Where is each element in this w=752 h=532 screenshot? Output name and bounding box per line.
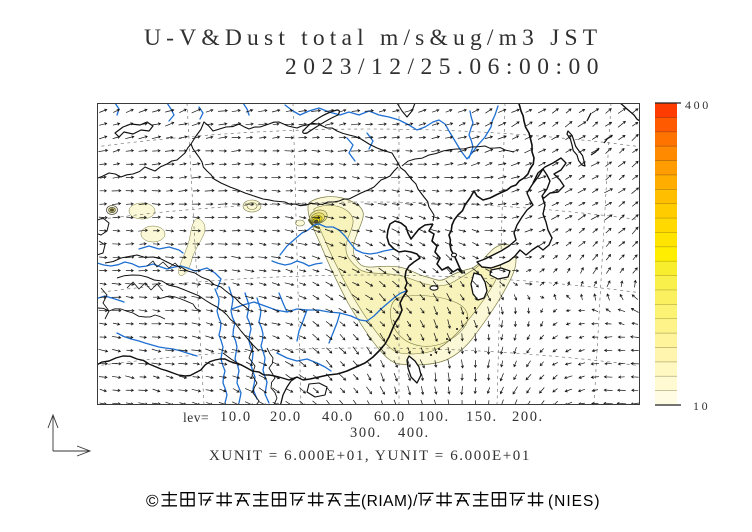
svg-text:(NIES): (NIES) xyxy=(548,493,601,510)
svg-text:(RIAM)/: (RIAM)/ xyxy=(361,493,418,510)
svg-text:©: © xyxy=(146,492,159,511)
